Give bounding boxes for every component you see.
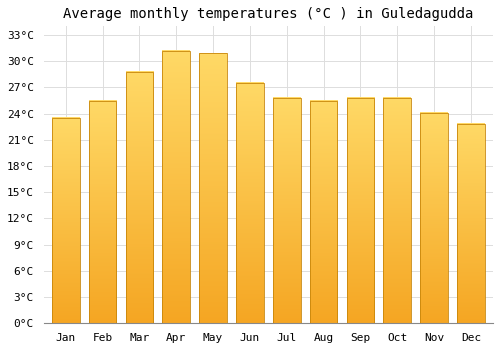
Bar <box>126 72 154 323</box>
Bar <box>346 98 374 323</box>
Title: Average monthly temperatures (°C ) in Guledagudda: Average monthly temperatures (°C ) in Gu… <box>63 7 474 21</box>
Bar <box>273 98 300 323</box>
Bar <box>162 51 190 323</box>
Bar <box>200 53 227 323</box>
Bar <box>310 100 338 323</box>
Bar <box>457 124 485 323</box>
Bar <box>420 113 448 323</box>
Bar <box>236 83 264 323</box>
Bar <box>384 98 411 323</box>
Bar <box>89 100 117 323</box>
Bar <box>52 118 80 323</box>
